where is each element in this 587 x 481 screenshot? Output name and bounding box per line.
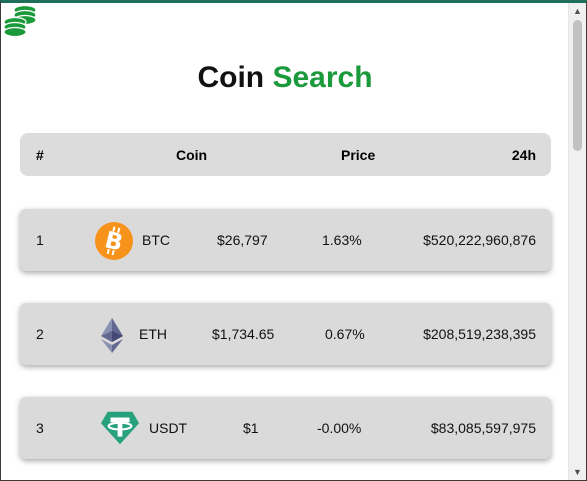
row-price: $26,797 xyxy=(217,232,268,248)
coins-stack-icon[interactable] xyxy=(3,4,37,38)
ethereum-icon xyxy=(101,318,123,353)
vertical-scrollbar[interactable]: ▲ ▼ xyxy=(568,3,586,480)
row-price: $1,734.65 xyxy=(212,326,275,342)
table-header: # Coin Price 24h xyxy=(20,133,551,176)
row-rank: 2 xyxy=(36,326,44,342)
row-symbol: USDT xyxy=(149,420,188,436)
title-word-search: Search xyxy=(272,61,373,94)
page-title: Coin Search xyxy=(1,61,569,95)
row-price: $1 xyxy=(243,420,259,436)
tether-icon xyxy=(100,411,140,445)
table-row[interactable]: 1 B BTC $26,797 1.63% $520,222,960,876 xyxy=(20,209,551,271)
table-row[interactable]: 3 USDT $1 -0.00% $83,085,597,975 xyxy=(20,397,551,459)
row-change: -0.00% xyxy=(317,420,362,436)
header-coin: Coin xyxy=(176,147,208,163)
row-market-cap: $520,222,960,876 xyxy=(423,232,536,248)
header-24h: 24h xyxy=(511,147,536,163)
row-symbol: BTC xyxy=(142,232,170,248)
table-row[interactable]: 2 ETH $1,734.65 0.67% $208,519,238,395 xyxy=(20,303,551,365)
scroll-up-arrow-icon[interactable]: ▲ xyxy=(573,6,582,16)
row-change: 0.67% xyxy=(325,326,365,342)
scroll-thumb[interactable] xyxy=(573,20,582,151)
scroll-down-arrow-icon[interactable]: ▼ xyxy=(573,467,582,477)
row-rank: 1 xyxy=(36,232,44,248)
title-word-coin: Coin xyxy=(197,61,265,94)
header-price: Price xyxy=(341,147,376,163)
row-symbol: ETH xyxy=(139,326,167,342)
row-market-cap: $83,085,597,975 xyxy=(430,420,536,436)
row-change: 1.63% xyxy=(322,232,362,248)
header-rank: # xyxy=(36,147,44,163)
bitcoin-icon: B xyxy=(95,222,133,260)
row-market-cap: $208,519,238,395 xyxy=(423,326,536,342)
row-rank: 3 xyxy=(36,420,44,436)
